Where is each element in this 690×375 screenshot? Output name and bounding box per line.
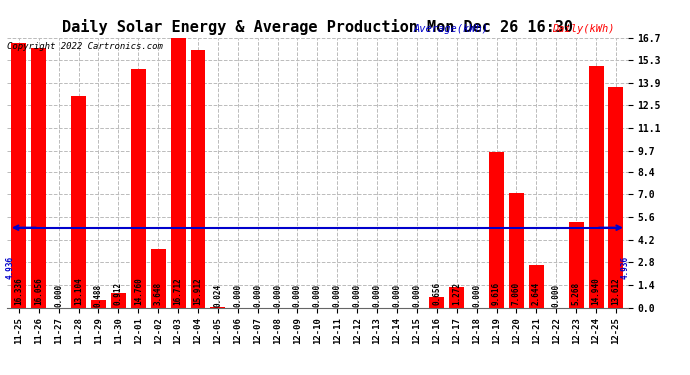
Title: Daily Solar Energy & Average Production Mon Dec 26 16:30: Daily Solar Energy & Average Production … (62, 19, 573, 35)
Bar (131, 69, 146, 308)
Text: 16.712: 16.712 (174, 278, 183, 305)
Bar (429, 297, 444, 307)
Bar (150, 249, 166, 308)
Text: 16.056: 16.056 (34, 278, 43, 305)
Text: 14.940: 14.940 (591, 278, 600, 305)
Text: 0.024: 0.024 (213, 284, 222, 307)
Bar (210, 307, 226, 308)
Bar (170, 37, 186, 308)
Text: 0.000: 0.000 (54, 284, 63, 307)
Text: 0.000: 0.000 (253, 284, 262, 307)
Text: 4.936: 4.936 (620, 256, 629, 279)
Text: 16.336: 16.336 (14, 278, 23, 305)
Bar (111, 293, 126, 308)
Text: 0.000: 0.000 (413, 284, 422, 307)
Bar (91, 300, 106, 307)
Text: 0.000: 0.000 (373, 284, 382, 307)
Text: Average(kWh): Average(kWh) (414, 24, 489, 34)
Text: 0.000: 0.000 (293, 284, 302, 307)
Bar (31, 48, 46, 308)
Text: 9.616: 9.616 (492, 282, 501, 305)
Text: 13.104: 13.104 (74, 278, 83, 305)
Bar (11, 44, 26, 308)
Text: 0.000: 0.000 (353, 284, 362, 307)
Text: 0.000: 0.000 (552, 284, 561, 307)
Text: Copyright 2022 Cartronics.com: Copyright 2022 Cartronics.com (8, 42, 163, 51)
Bar (609, 87, 624, 308)
Bar (190, 50, 206, 308)
Bar (589, 66, 604, 308)
Bar (489, 152, 504, 308)
Text: 0.000: 0.000 (393, 284, 402, 307)
Text: 15.912: 15.912 (193, 278, 202, 305)
Bar (509, 194, 524, 308)
Text: 0.488: 0.488 (94, 284, 103, 307)
Text: 7.060: 7.060 (512, 282, 521, 305)
Text: 0.656: 0.656 (433, 282, 442, 305)
Text: 0.912: 0.912 (114, 282, 123, 305)
Text: 2.644: 2.644 (532, 282, 541, 305)
Text: 0.000: 0.000 (313, 284, 322, 307)
Bar (529, 265, 544, 308)
Text: 0.000: 0.000 (273, 284, 282, 307)
Bar (71, 96, 86, 308)
Text: 0.000: 0.000 (233, 284, 242, 307)
Bar (449, 287, 464, 308)
Text: 4.936: 4.936 (6, 256, 14, 279)
Text: 14.760: 14.760 (134, 278, 143, 305)
Text: 3.648: 3.648 (154, 282, 163, 305)
Text: 5.268: 5.268 (571, 282, 581, 305)
Bar (569, 222, 584, 308)
Text: 0.000: 0.000 (472, 284, 481, 307)
Text: 13.612: 13.612 (611, 278, 620, 305)
Text: Daily(kWh): Daily(kWh) (552, 24, 615, 34)
Text: 1.272: 1.272 (452, 282, 461, 305)
Text: 0.000: 0.000 (333, 284, 342, 307)
